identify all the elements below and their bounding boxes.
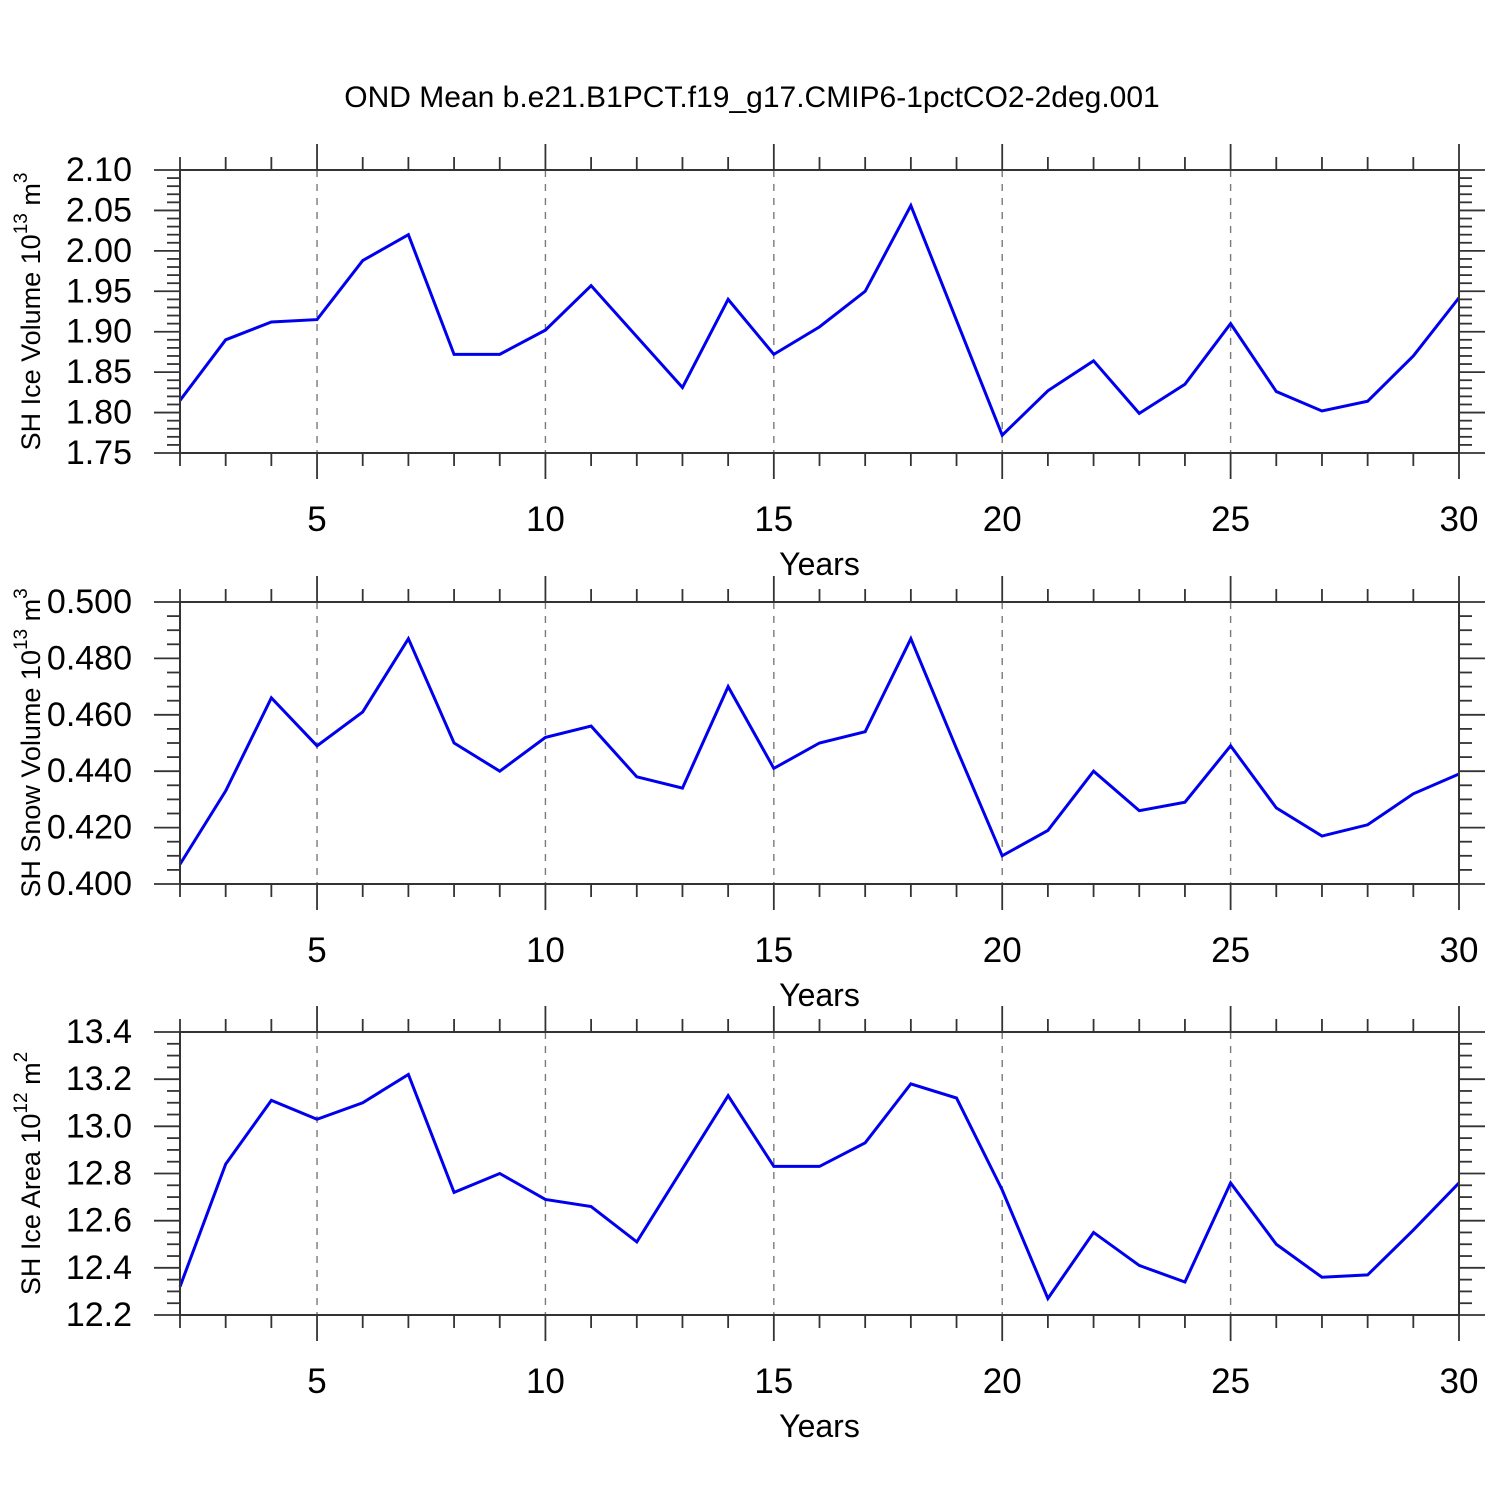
x-gridlines [316, 1032, 1232, 1315]
y-axis-title: SH Snow Volume 1013 m3 [11, 588, 46, 897]
y-axis-title-superscript: 12 [11, 1092, 32, 1113]
data-line-sh-ice-volume [178, 202, 1461, 438]
x-tick-label: 20 [983, 931, 1022, 970]
y-ticks [154, 601, 1485, 885]
x-tick-label: 5 [307, 500, 326, 539]
x-tick-label: 25 [1211, 500, 1250, 539]
x-tick-label: 30 [1440, 931, 1479, 970]
y-tick-label: 1.85 [66, 353, 132, 391]
y-tick-label: 0.420 [47, 809, 132, 847]
x-tick-label: 15 [754, 1362, 793, 1401]
y-axis-title-text: SH Ice Volume 10 [16, 234, 46, 450]
y-axis-title-superscript: 13 [11, 213, 32, 234]
x-ticks [179, 1006, 1460, 1341]
x-tick-label: 25 [1211, 931, 1250, 970]
plot-frame [179, 169, 1460, 454]
y-axis-title: SH Ice Volume 1013 m3 [11, 173, 46, 451]
y-tick-label: 2.05 [66, 191, 132, 229]
x-tick-label: 20 [983, 500, 1022, 539]
x-tick-label: 15 [754, 931, 793, 970]
y-axis-title-text: m [16, 183, 46, 213]
x-ticks [179, 144, 1460, 479]
panel-sh-ice-volume: 2.102.052.001.951.901.851.801.75 5 10 15 20 2… [11, 144, 1485, 582]
x-tick-label: 30 [1440, 500, 1479, 539]
x-axis-title: Years [779, 546, 860, 582]
y-tick-label: 1.75 [66, 434, 132, 472]
x-tick-label: 20 [983, 1362, 1022, 1401]
y-axis-title-text: m [16, 1062, 46, 1092]
panel-sh-ice-area: 13.4 13.2 13.0 12.8 12.6 12.4 12.2 5 10 15 20 25 30 Y… [11, 1006, 1485, 1444]
y-axis-title-text: m [16, 599, 46, 629]
y-ticks [154, 169, 1485, 454]
y-tick-label: 1.90 [66, 313, 132, 351]
x-axis-title: Years [779, 977, 860, 1013]
y-tick-label: 13.2 [66, 1060, 132, 1098]
plot-frame [179, 1031, 1460, 1316]
plot-frame [179, 601, 1460, 885]
y-tick-label: 12.8 [66, 1155, 132, 1193]
x-tick-label: 25 [1211, 1362, 1250, 1401]
y-axis-title-superscript: 13 [11, 629, 32, 650]
data-line-sh-ice-area [178, 1072, 1461, 1302]
y-tick-label: 2.00 [66, 232, 132, 270]
y-tick-label: 0.480 [47, 639, 132, 677]
y-axis-title-text: SH Snow Volume 10 [16, 650, 46, 898]
y-tick-label: 12.6 [66, 1202, 132, 1240]
y-tick-label: 0.460 [47, 696, 132, 734]
y-tick-label: 0.440 [47, 752, 132, 790]
x-tick-label: 5 [307, 931, 326, 970]
x-tick-label: 15 [754, 500, 793, 539]
y-axis-title: SH Ice Area 1012 m2 [11, 1052, 46, 1295]
x-gridlines [316, 602, 1232, 884]
x-tick-label: 30 [1440, 1362, 1479, 1401]
y-tick-label: 12.2 [66, 1296, 132, 1334]
x-tick-label: 5 [307, 1362, 326, 1401]
x-ticks [179, 576, 1460, 910]
y-tick-label: 2.10 [66, 151, 132, 189]
data-line-sh-snow-volume [178, 635, 1460, 866]
y-tick-label: 13.4 [66, 1013, 132, 1051]
y-axis-title-text: SH Ice Area 10 [16, 1114, 46, 1296]
y-axis-title-superscript: 2 [11, 1052, 32, 1063]
x-tick-label: 10 [526, 500, 565, 539]
y-ticks [154, 1031, 1485, 1316]
y-tick-label: 1.80 [66, 394, 132, 432]
y-tick-label: 0.500 [47, 583, 132, 621]
x-gridlines [316, 170, 1232, 453]
y-axis-title-superscript: 3 [11, 173, 32, 184]
y-tick-label: 0.400 [47, 865, 132, 903]
x-tick-label: 10 [526, 1362, 565, 1401]
panel-sh-snow-volume: 0.500 0.480 0.460 0.440 0.420 0.400 5 10 15 20 25 3… [11, 576, 1485, 1013]
figure-title: OND Mean b.e21.B1PCT.f19_g17.CMIP6-1pctC… [344, 81, 1159, 114]
y-tick-label: 1.95 [66, 272, 132, 310]
x-axis-title: Years [779, 1408, 860, 1444]
x-tick-label: 10 [526, 931, 565, 970]
y-tick-label: 13.0 [66, 1107, 132, 1145]
y-axis-title-superscript: 3 [11, 588, 32, 599]
y-tick-label: 12.4 [66, 1249, 132, 1287]
